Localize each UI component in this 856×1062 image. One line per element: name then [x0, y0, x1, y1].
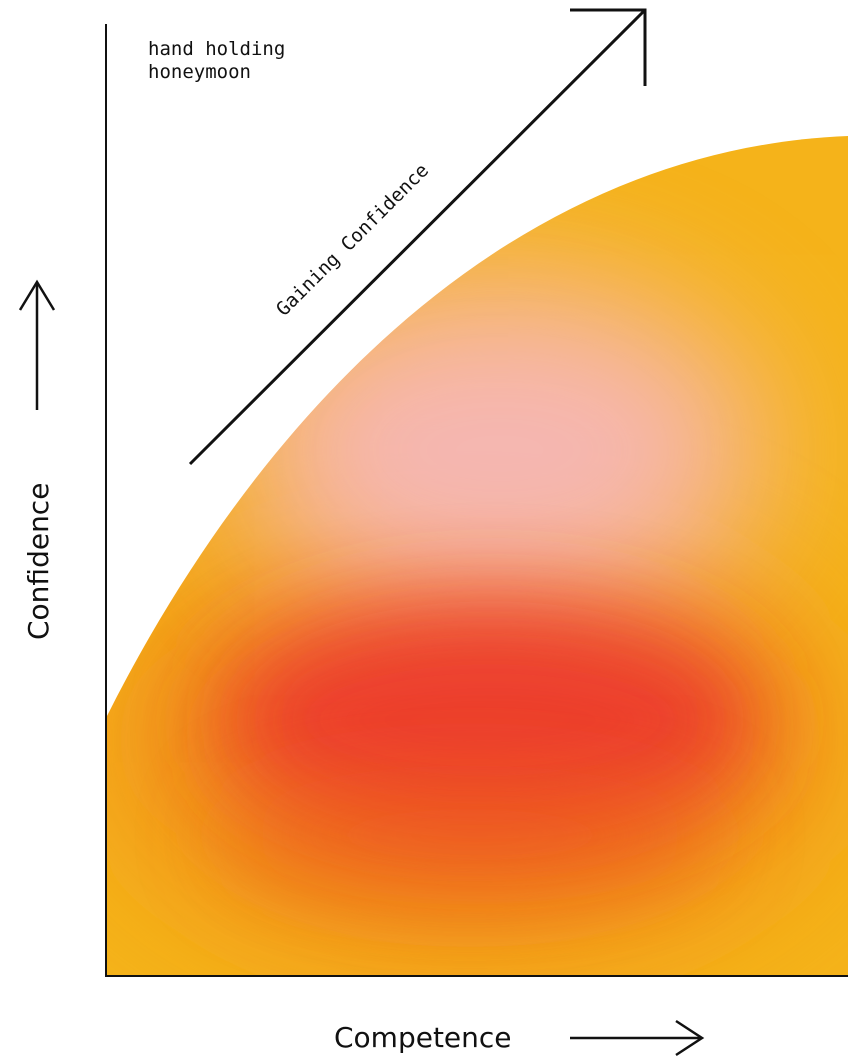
gaining-confidence-arrow: [188, 8, 647, 466]
y-axis-arrow-icon: [18, 279, 56, 410]
gaining-confidence-label: Gaining Confidence: [272, 159, 433, 320]
y-axis-label: Confidence: [22, 483, 55, 640]
x-axis-label: Competence: [334, 1021, 512, 1054]
corner-note-line2: honeymoon: [148, 61, 251, 83]
confidence-area: [106, 136, 848, 975]
corner-note-line1: hand holding: [148, 38, 285, 60]
x-axis-arrow-icon: [570, 1019, 705, 1057]
